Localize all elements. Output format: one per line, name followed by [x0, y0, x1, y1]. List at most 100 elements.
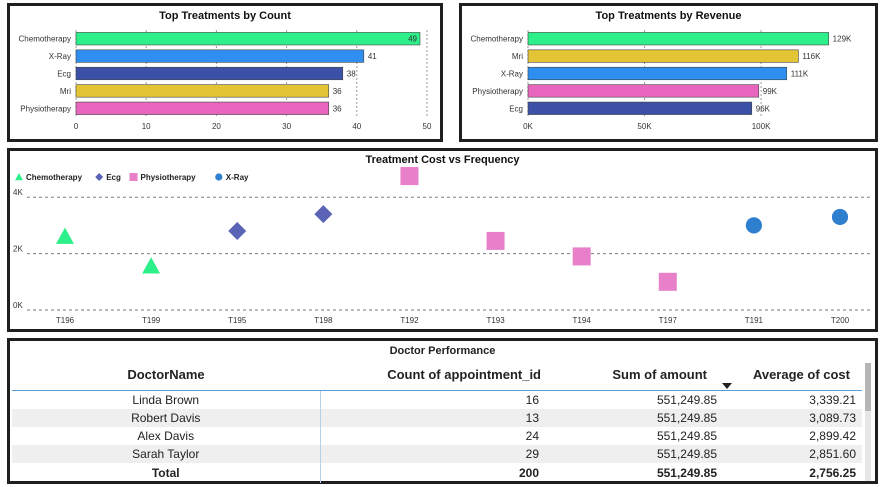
legend-triangle-icon	[15, 173, 23, 181]
cell-sum: 551,249.85	[656, 393, 717, 407]
doctor-performance-table: DoctorName Count of appointment_id Sum o…	[12, 358, 862, 483]
revenue-data-label: 111K	[791, 70, 809, 79]
legend-diamond-icon	[95, 173, 104, 181]
header-count-appointment[interactable]: Count of appointment_id	[320, 358, 545, 391]
scatter-point	[314, 205, 333, 224]
header-doctor-name[interactable]: DoctorName	[12, 358, 320, 391]
legend-square-icon	[129, 173, 138, 181]
scatter-legend-label: Physiotherapy	[141, 173, 197, 182]
scatter-x-tick-label: T197	[659, 316, 678, 325]
revenue-bar-chart: 0K 50K 100K Chemotherapy 129K Mri 116K X-Ray 111…	[471, 30, 852, 131]
count-data-label: 38	[347, 70, 356, 79]
count-tick-label: 30	[282, 122, 291, 131]
count-category-label: Physiotherapy	[20, 104, 71, 113]
count-data-label: 41	[368, 52, 377, 61]
count-bar	[75, 32, 421, 46]
count-category-label: Mri	[60, 87, 71, 96]
scatter-legend-label: Chemotherapy	[26, 173, 83, 182]
scatter-chart-title: Treatment Cost vs Frequency	[365, 154, 520, 166]
revenue-tick-label: 100K	[752, 122, 771, 131]
count-chart-title: Top Treatments by Count	[159, 10, 291, 22]
count-bar	[75, 49, 365, 63]
scatter-point	[486, 231, 505, 250]
scatter-x-tick-label: T195	[228, 316, 247, 325]
table-row[interactable]: Robert Davis 13 551,249.85 3,089.73	[12, 409, 862, 427]
cell-sum: 551,249.85	[545, 445, 723, 463]
count-bar-chart: 0 10 20 30 40 50 Chemotherapy 49 X-Ray 41 Ecg 38 Mri…	[19, 30, 432, 131]
scatter-chart-panel: Treatment Cost vs Frequency 0K 2K 4K T196 T1…	[7, 148, 878, 332]
cell-average: 3,339.21	[809, 393, 856, 407]
cell-count: 16	[525, 393, 539, 407]
scatter-legend-label: Ecg	[106, 173, 121, 182]
revenue-data-label: 129K	[833, 35, 852, 44]
legend-circle-icon	[215, 173, 223, 181]
cell-sum: 551,249.85	[656, 429, 717, 443]
scatter-point	[56, 227, 74, 244]
scatter-x-tick-label: T194	[573, 316, 592, 325]
count-data-label: 36	[333, 104, 342, 113]
count-data-label: 36	[333, 87, 342, 96]
count-tick-label: 40	[352, 122, 361, 131]
cell-count: 29	[320, 445, 545, 463]
revenue-tick-label: 0K	[523, 122, 533, 131]
cell-average: 2,851.60	[723, 445, 862, 463]
doctor-table-panel: Doctor Performance DoctorName Count of a…	[7, 338, 878, 484]
revenue-bar	[527, 66, 788, 81]
revenue-category-label: Physiotherapy	[472, 87, 523, 96]
revenue-bar	[527, 32, 829, 46]
scatter-point	[400, 167, 419, 186]
scatter-point	[142, 257, 161, 274]
total-sum: 551,249.85	[656, 466, 717, 480]
count-tick-label: 0	[74, 122, 79, 131]
scatter-x-tick-label: T191	[745, 316, 764, 325]
scatter-x-tick-label: T196	[56, 316, 75, 325]
revenue-category-label: Mri	[512, 52, 523, 61]
revenue-category-label: X-Ray	[501, 70, 523, 79]
revenue-chart-title: Top Treatments by Revenue	[595, 10, 742, 22]
revenue-data-label: 99K	[763, 87, 778, 96]
table-scrollbar-thumb[interactable]	[865, 363, 871, 411]
table-row[interactable]: Sarah Taylor 29 551,249.85 2,851.60	[12, 445, 862, 463]
header-average-cost[interactable]: Average of cost	[723, 358, 862, 391]
sort-descending-icon[interactable]	[722, 383, 732, 389]
scatter-legend-label: X-Ray	[226, 173, 249, 182]
table-row[interactable]: Linda Brown 16 551,249.85 3,339.21	[12, 390, 862, 409]
total-label: Total	[12, 463, 321, 483]
revenue-bar	[527, 101, 753, 115]
header-sum-amount[interactable]: Sum of amount	[545, 358, 723, 391]
count-tick-label: 50	[423, 122, 432, 131]
scatter-chart: 0K 2K 4K T196 T199 T195 T198 T192 T193 T194 T197 T1…	[13, 167, 870, 325]
count-category-label: X-Ray	[49, 52, 71, 61]
revenue-category-label: Chemotherapy	[471, 35, 523, 44]
table-scrollbar-track[interactable]	[865, 363, 871, 481]
scatter-point	[831, 208, 849, 226]
count-data-label: 49	[408, 35, 417, 44]
count-chart-panel: Top Treatments by Count 0 10 20 30 40 50 Chemo…	[7, 3, 443, 142]
count-category-label: Ecg	[57, 70, 71, 79]
revenue-tick-label: 50K	[637, 122, 652, 131]
count-category-label: Chemotherapy	[19, 35, 71, 44]
cell-count: 24	[525, 429, 539, 443]
table-row[interactable]: Alex Davis 24 551,249.85 2,899.42	[12, 427, 862, 445]
scatter-point	[572, 247, 591, 266]
cell-average: 3,089.73	[723, 409, 862, 427]
doctor-table-title: Doctor Performance	[389, 345, 496, 357]
scatter-x-tick-label: T192	[400, 316, 419, 325]
revenue-chart-panel: Top Treatments by Revenue 0K 50K 100K Chemo…	[459, 3, 878, 142]
revenue-bar	[527, 49, 799, 63]
cell-doctor-name: Alex Davis	[12, 427, 321, 445]
scatter-point	[658, 272, 677, 291]
count-bar	[75, 84, 330, 98]
cell-doctor-name: Robert Davis	[12, 409, 321, 427]
scatter-y-tick-label: 2K	[13, 245, 23, 254]
cell-sum: 551,249.85	[545, 409, 723, 427]
revenue-data-label: 96K	[756, 104, 771, 113]
total-count: 200	[518, 466, 539, 480]
scatter-point	[745, 217, 762, 234]
revenue-data-label: 116K	[802, 52, 821, 61]
scatter-y-tick-label: 4K	[13, 188, 23, 197]
cell-doctor-name: Linda Brown	[12, 390, 321, 409]
scatter-x-tick-label: T198	[314, 316, 333, 325]
scatter-x-tick-label: T193	[486, 316, 505, 325]
cell-count: 13	[320, 409, 545, 427]
